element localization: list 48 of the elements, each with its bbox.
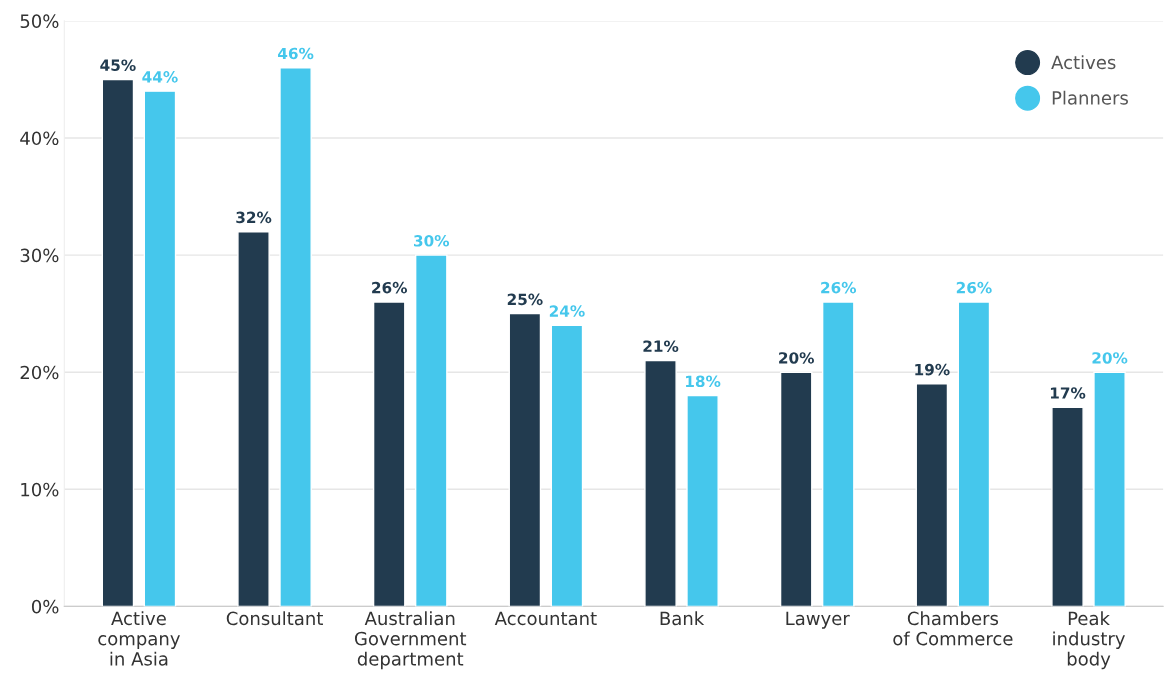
bar xyxy=(779,371,813,607)
bar xyxy=(508,312,542,607)
data-label: 44% xyxy=(142,71,178,83)
x-tick-label: Australian Government department xyxy=(354,611,467,670)
x-tick-label: Chambers of Commerce xyxy=(893,611,1013,646)
data-label: 46% xyxy=(278,47,314,60)
data-label: 24% xyxy=(549,305,585,317)
data-label: 45% xyxy=(100,59,136,71)
legend-label: Planners xyxy=(1052,90,1128,105)
data-label: 21% xyxy=(643,340,679,352)
y-tick-label: 20% xyxy=(20,365,59,380)
data-label: 25% xyxy=(507,293,543,306)
bar xyxy=(915,383,949,607)
bar xyxy=(414,254,448,607)
data-label: 20% xyxy=(779,352,814,364)
bar xyxy=(279,67,312,607)
data-label: 17% xyxy=(1050,387,1086,399)
bar xyxy=(957,301,991,607)
data-label: 32% xyxy=(236,211,272,224)
data-label: 18% xyxy=(686,375,721,388)
data-label: 26% xyxy=(956,281,992,294)
data-label: 19% xyxy=(915,363,950,376)
bar xyxy=(821,301,855,607)
y-tick-label: 10% xyxy=(21,482,59,497)
data-label: 26% xyxy=(821,281,857,294)
data-label: 30% xyxy=(414,235,450,247)
bar xyxy=(143,90,177,607)
y-tick-label: 40% xyxy=(20,131,59,146)
x-tick-label: Consultant xyxy=(226,611,323,626)
y-tick-label: 50% xyxy=(20,14,59,29)
x-tick-label: Peak industry body xyxy=(1053,611,1125,670)
data-label: 26% xyxy=(372,281,407,294)
bar xyxy=(686,394,719,607)
x-tick-label: Active company in Asia xyxy=(98,611,180,666)
x-tick-label: Accountant xyxy=(494,611,597,626)
bar xyxy=(237,230,270,607)
bar xyxy=(101,78,135,607)
x-tick-label: Lawyer xyxy=(786,611,850,629)
bar xyxy=(550,324,584,607)
legend-label: Actives xyxy=(1051,55,1116,70)
y-tick-label: 30% xyxy=(20,248,59,263)
x-tick-label: Bank xyxy=(660,611,705,626)
data-label: 20% xyxy=(1092,352,1128,364)
y-tick-label: 0% xyxy=(31,599,59,614)
bar xyxy=(372,301,406,607)
bar xyxy=(644,359,677,607)
bar xyxy=(1093,371,1126,607)
bar xyxy=(1051,406,1084,607)
